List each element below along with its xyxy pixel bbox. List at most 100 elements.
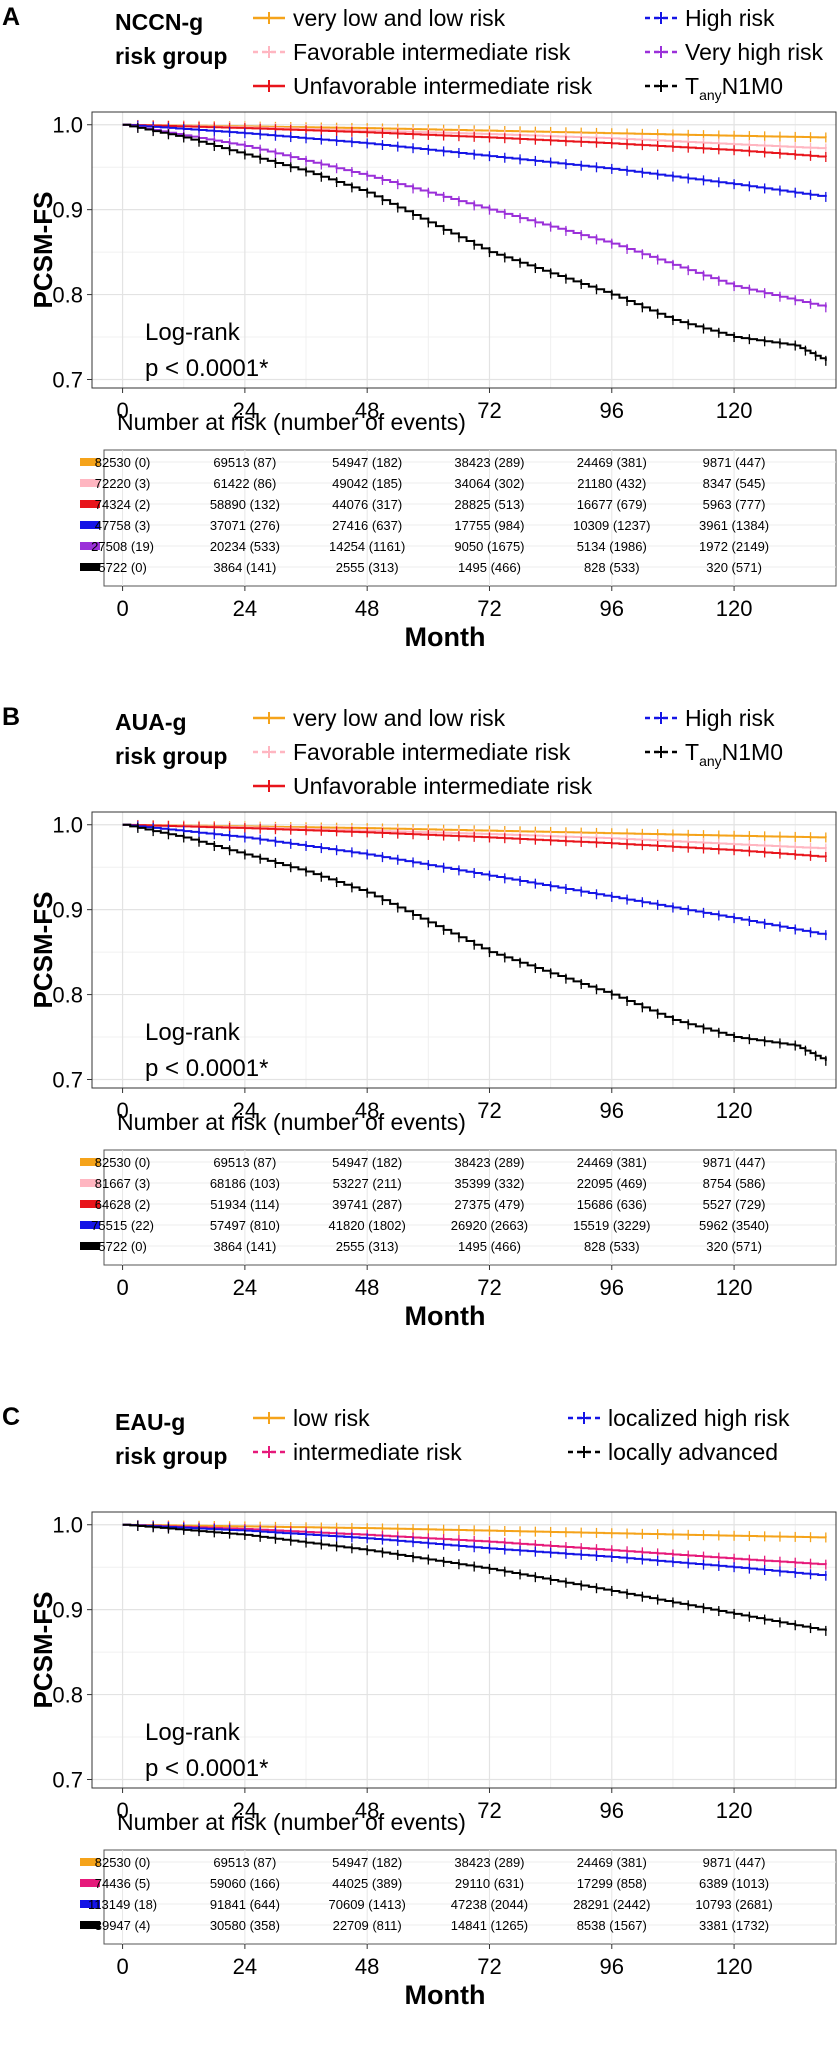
risk-x-tick-label: 72 <box>477 1954 501 1979</box>
risk-x-tick-label: 96 <box>600 1275 624 1300</box>
x-tick-label: 24 <box>233 398 257 423</box>
risk-cell: 5527 (729) <box>703 1197 766 1212</box>
series-tanyn1m0 <box>122 822 827 1066</box>
risk-cell: 24469 (381) <box>577 1855 647 1870</box>
log-rank-label: Log-rank <box>145 1019 241 1046</box>
risk-row-color-key <box>80 521 100 529</box>
risk-cell: 3381 (1732) <box>699 1918 769 1933</box>
x-axis-label: Month <box>405 622 486 652</box>
plot-border <box>91 1511 837 1789</box>
risk-x-tick-label: 72 <box>477 1275 501 1300</box>
risk-cell: 39947 (4) <box>95 1918 151 1933</box>
risk-cell: 26920 (2663) <box>451 1218 528 1233</box>
risk-cell: 9871 (447) <box>703 1855 766 1870</box>
risk-x-tick-label: 48 <box>355 1275 379 1300</box>
log-rank-label: Log-rank <box>145 319 241 346</box>
risk-cell: 47758 (3) <box>95 518 151 533</box>
risk-cell: 64628 (2) <box>95 1197 151 1212</box>
risk-cell: 16677 (679) <box>577 497 647 512</box>
risk-cell: 28291 (2442) <box>573 1897 650 1912</box>
y-tick-label: 0.7 <box>52 1068 83 1093</box>
legend-item: locally advanced <box>568 1439 778 1465</box>
risk-cell: 82530 (0) <box>95 1155 151 1170</box>
grid <box>92 812 836 1088</box>
risk-row-color-key <box>80 563 100 571</box>
risk-cell: 69513 (87) <box>213 455 276 470</box>
risk-cell: 27508 (19) <box>91 539 154 554</box>
risk-cell: 20234 (533) <box>210 539 280 554</box>
risk-cell: 17755 (984) <box>454 518 524 533</box>
risk-cell: 81667 (3) <box>95 1176 151 1191</box>
risk-cell: 10309 (1237) <box>573 518 650 533</box>
risk-cell: 38423 (289) <box>454 1855 524 1870</box>
panel-c: C EAU-g risk group low risk intermediate ris… <box>2 1403 837 2010</box>
risk-cell: 57497 (810) <box>210 1218 280 1233</box>
risk-x-tick-label: 0 <box>116 1954 128 1979</box>
risk-cell: 51934 (114) <box>210 1197 279 1212</box>
x-tick-label: 72 <box>477 1798 501 1823</box>
risk-cell: 54947 (182) <box>332 1855 402 1870</box>
x-axis-label: Month <box>405 1980 486 2010</box>
risk-row-color-key <box>80 1921 100 1929</box>
group-title-line2: risk group <box>115 743 227 769</box>
risk-cell: 39741 (287) <box>332 1197 402 1212</box>
legend-label: very low and low risk <box>293 5 506 31</box>
y-axis-label: PCSM-FS <box>28 192 58 309</box>
risk-x-tick-label: 0 <box>116 1275 128 1300</box>
y-tick-label: 0.9 <box>52 1598 83 1623</box>
risk-cell: 58890 (132) <box>210 497 280 512</box>
risk-table-title: Number at risk (number of events) <box>117 1809 466 1835</box>
series-high-risk <box>122 821 827 941</box>
risk-cell: 24469 (381) <box>577 1155 647 1170</box>
risk-cell: 72220 (3) <box>95 476 151 491</box>
risk-cell: 6389 (1013) <box>699 1876 769 1891</box>
p-value-label: p < 0.0001* <box>145 355 268 382</box>
risk-cell: 53227 (211) <box>333 1176 402 1191</box>
risk-x-tick-label: 96 <box>600 1954 624 1979</box>
y-tick-label: 1.0 <box>52 113 83 138</box>
legend-item: localized high risk <box>568 1405 790 1431</box>
risk-cell: 113149 (18) <box>88 1897 157 1912</box>
x-tick-label: 48 <box>355 1798 379 1823</box>
legend-item: Unfavorable intermediate risk <box>253 773 593 799</box>
risk-row-color-key <box>80 500 100 508</box>
x-tick-label: 0 <box>116 1798 128 1823</box>
group-title-line1: AUA-g <box>115 709 187 735</box>
legend-label: Very high risk <box>685 39 824 65</box>
risk-cell: 24469 (381) <box>577 455 647 470</box>
legend-item: very low and low risk <box>253 705 506 731</box>
risk-cell: 74324 (2) <box>95 497 151 512</box>
risk-cell: 3864 (141) <box>213 560 276 575</box>
risk-cell: 320 (571) <box>706 560 762 575</box>
x-tick-label: 48 <box>355 398 379 423</box>
risk-cell: 44025 (389) <box>332 1876 402 1891</box>
plot-area <box>91 111 837 389</box>
risk-x-tick-label: 24 <box>233 1954 257 1979</box>
legend-item: intermediate risk <box>253 1439 462 1465</box>
risk-x-tick-label: 24 <box>233 596 257 621</box>
x-tick-label: 0 <box>116 398 128 423</box>
risk-row-color-key <box>80 1242 100 1250</box>
y-tick-label: 0.8 <box>52 983 83 1008</box>
x-tick-label: 24 <box>233 1098 257 1123</box>
x-axis-label: Month <box>405 1301 486 1331</box>
risk-x-tick-label: 0 <box>116 596 128 621</box>
x-tick-label: 120 <box>716 1798 753 1823</box>
legend-item: Favorable intermediate risk <box>253 739 571 765</box>
risk-cell: 828 (533) <box>584 1239 640 1254</box>
panel-letter: C <box>2 1403 20 1431</box>
log-rank-label: Log-rank <box>145 1719 241 1746</box>
panel-b: B AUA-g risk group very low and low risk Fav… <box>2 703 837 1331</box>
risk-cell: 9050 (1675) <box>454 539 524 554</box>
grid <box>92 1512 836 1788</box>
risk-cell: 54947 (182) <box>332 455 402 470</box>
y-tick-label: 0.8 <box>52 1683 83 1708</box>
legend-item: TanyN1M0 <box>645 73 783 103</box>
series-locally-advanced <box>122 1521 827 1636</box>
series-high-risk <box>122 120 827 202</box>
risk-cell: 9871 (447) <box>703 455 766 470</box>
y-tick-label: 1.0 <box>52 813 83 838</box>
legend-label: intermediate risk <box>293 1439 462 1465</box>
risk-cell: 15519 (3229) <box>573 1218 650 1233</box>
